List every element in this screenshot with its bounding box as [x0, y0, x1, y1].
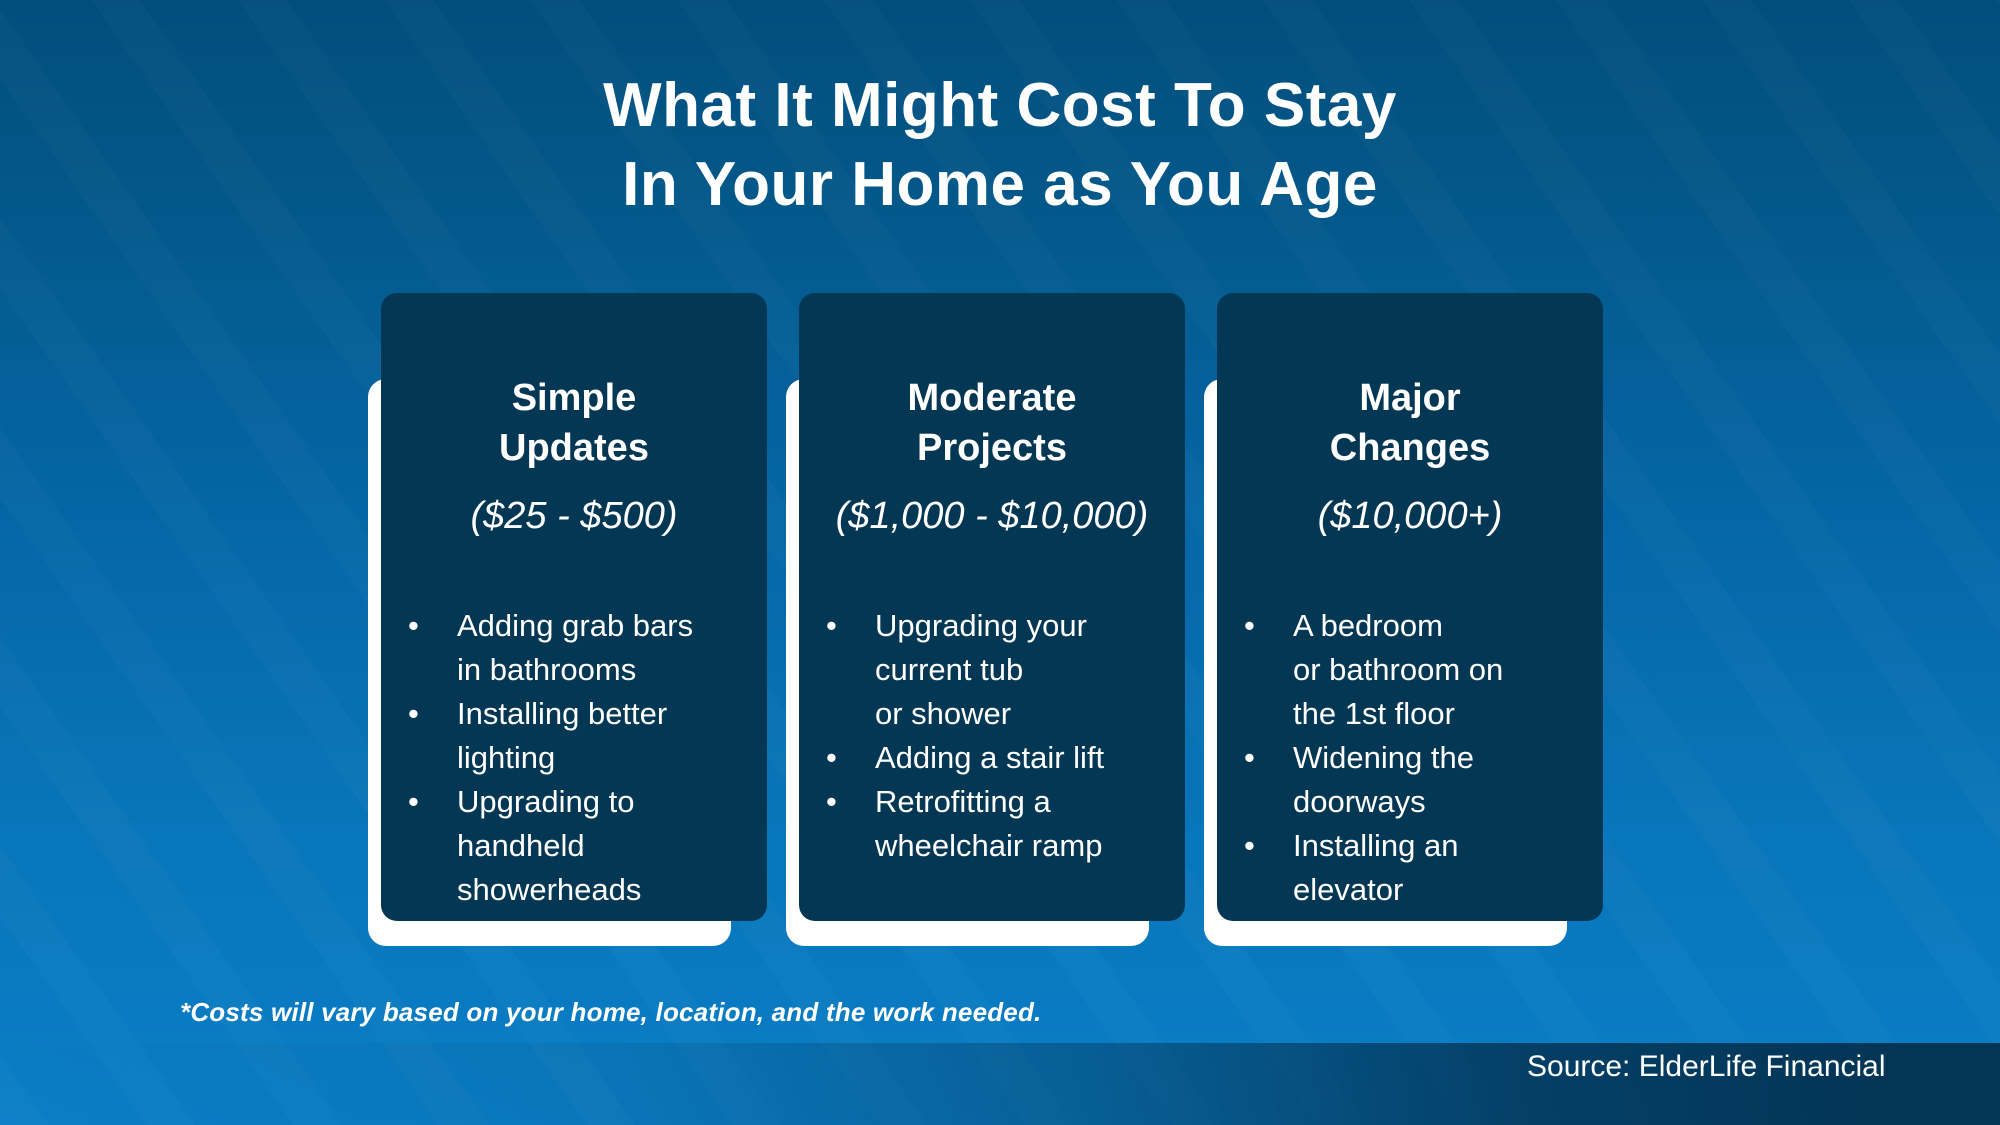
cost-disclaimer-footnote: *Costs will vary based on your home, loc…	[180, 997, 1042, 1027]
list-item: Retrofitting a wheelchair ramp	[799, 780, 1165, 868]
cost-tier-cards-row: Simple Updates ($25 - $500) Adding grab …	[368, 293, 1603, 946]
card-panel: Moderate Projects ($1,000 - $10,000) Upg…	[799, 293, 1185, 921]
card-header: Moderate Projects ($1,000 - $10,000)	[799, 355, 1185, 559]
card-title: Major Changes	[1329, 377, 1491, 469]
card-panel: Simple Updates ($25 - $500) Adding grab …	[381, 293, 767, 921]
list-item: Upgrading your current tub or shower	[799, 604, 1165, 736]
source-band: Source: ElderLife Financial	[0, 1043, 2000, 1125]
card-major-changes: Major Changes ($10,000+) A bedroom or ba…	[1204, 293, 1603, 946]
title-line-1: What It Might Cost To Stay	[603, 71, 1397, 140]
card-panel: Major Changes ($10,000+) A bedroom or ba…	[1217, 293, 1603, 921]
card-title: Simple Updates	[499, 377, 649, 469]
card-bullet-list: Upgrading your current tub or shower Add…	[799, 604, 1165, 868]
card-header: Simple Updates ($25 - $500)	[381, 355, 767, 559]
list-item: Installing an elevator	[1217, 824, 1583, 912]
list-item: Installing better lighting	[381, 692, 747, 780]
card-header: Major Changes ($10,000+)	[1217, 355, 1603, 559]
card-price-range: ($25 - $500)	[470, 495, 678, 537]
list-item: Adding a stair lift	[799, 736, 1165, 780]
card-title: Moderate Projects	[907, 377, 1077, 469]
list-item: Adding grab bars in bathrooms	[381, 604, 747, 692]
slide-title: What It Might Cost To Stay In Your Home a…	[0, 66, 2000, 225]
card-price-range: ($10,000+)	[1317, 495, 1503, 537]
card-simple-updates: Simple Updates ($25 - $500) Adding grab …	[368, 293, 767, 946]
source-attribution: Source: ElderLife Financial	[1527, 1050, 1886, 1083]
card-bullet-list: A bedroom or bathroom on the 1st floor W…	[1217, 604, 1583, 912]
card-price-range: ($1,000 - $10,000)	[835, 495, 1149, 537]
list-item: Widening the doorways	[1217, 736, 1583, 824]
list-item: Upgrading to handheld showerheads	[381, 780, 747, 912]
list-item: A bedroom or bathroom on the 1st floor	[1217, 604, 1583, 736]
card-bullet-list: Adding grab bars in bathrooms Installing…	[381, 604, 747, 912]
title-line-2: In Your Home as You Age	[622, 150, 1378, 220]
card-moderate-projects: Moderate Projects ($1,000 - $10,000) Upg…	[786, 293, 1185, 946]
